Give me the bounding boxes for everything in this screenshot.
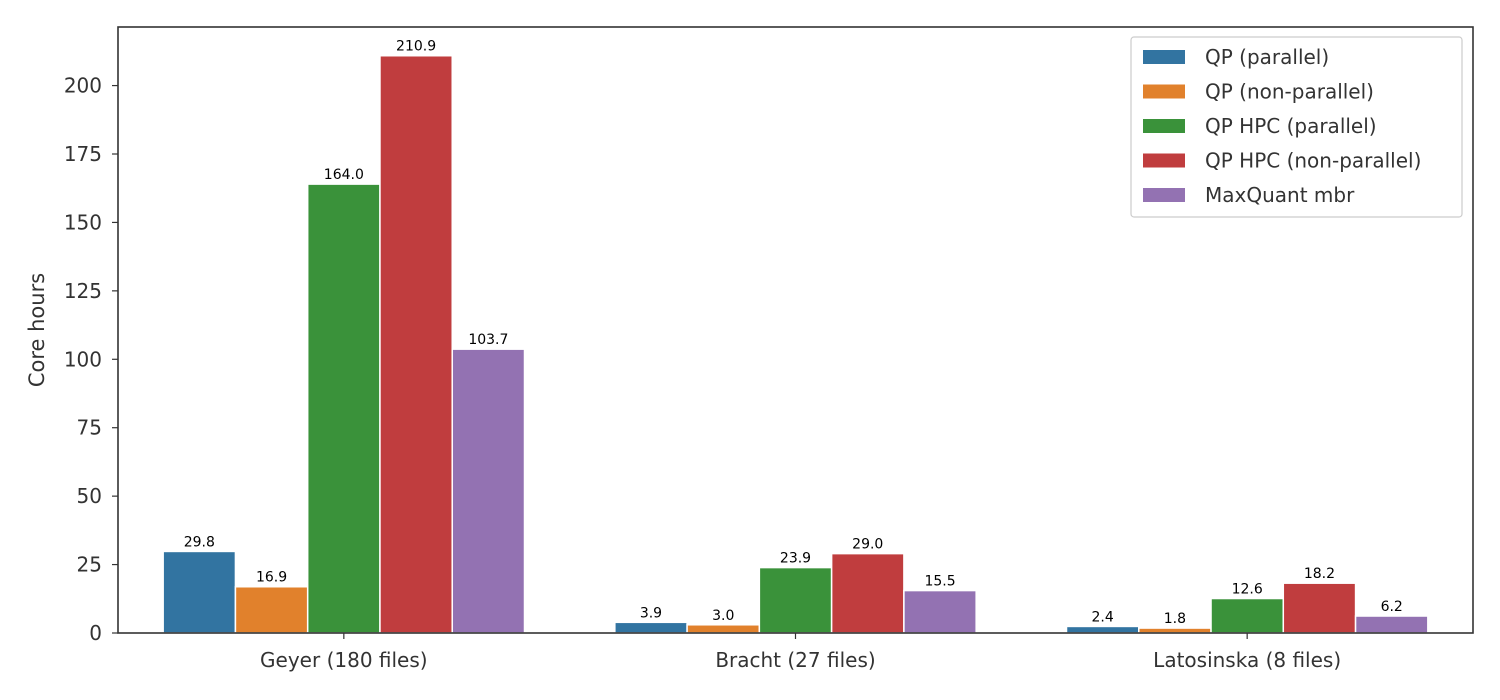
data-label: 6.2	[1381, 599, 1403, 615]
x-tick-label: Latosinska (8 files)	[1153, 648, 1341, 672]
data-label: 23.9	[780, 551, 811, 567]
legend-swatch	[1143, 153, 1185, 168]
data-label: 15.5	[924, 574, 955, 590]
bar	[234, 585, 309, 634]
y-axis: 0 25 50 75 100 125 150 175 200	[64, 74, 118, 645]
data-label: 1.8	[1164, 611, 1186, 627]
legend: QP (parallel) QP (non-parallel) QP HPC (pa…	[1130, 36, 1463, 218]
bar	[1065, 625, 1140, 634]
x-tick-label: Geyer (180 files)	[260, 648, 428, 672]
y-tick-label: 175	[64, 142, 102, 166]
bar	[162, 550, 237, 634]
bar	[614, 621, 688, 634]
bar	[1282, 582, 1357, 634]
data-label: 12.6	[1232, 582, 1263, 598]
legend-label: QP HPC (non-parallel)	[1205, 149, 1421, 173]
data-label: 29.0	[852, 537, 883, 553]
y-tick-label: 75	[77, 416, 102, 440]
legend-swatch	[1143, 188, 1185, 202]
legend-label: QP (non-parallel)	[1205, 80, 1374, 104]
data-label: 103.7	[468, 332, 508, 348]
y-tick-label: 25	[77, 553, 102, 577]
legend-frame	[1130, 36, 1463, 218]
bars-layer	[162, 54, 1429, 634]
data-label: 29.8	[184, 534, 215, 550]
bar	[686, 624, 761, 634]
bar	[903, 589, 977, 634]
bar	[451, 348, 526, 634]
x-tick-label: Bracht (27 files)	[715, 648, 875, 672]
bar	[758, 566, 833, 634]
x-axis: Geyer (180 files) Bracht (27 files) Latosi…	[260, 633, 1341, 672]
legend-label: QP (parallel)	[1205, 45, 1329, 69]
y-tick-label: 50	[77, 484, 102, 508]
y-tick-label: 200	[64, 74, 102, 98]
bar	[1354, 615, 1429, 634]
legend-swatch	[1143, 84, 1185, 99]
bar	[830, 552, 905, 634]
y-tick-label: 150	[64, 210, 102, 234]
y-axis-label: Core hours	[25, 273, 49, 387]
legend-swatch	[1143, 50, 1185, 64]
legend-swatch	[1143, 119, 1185, 133]
bar	[306, 183, 381, 634]
data-label: 2.4	[1092, 609, 1114, 625]
data-label: 210.9	[396, 39, 436, 55]
data-label: 164.0	[324, 167, 364, 183]
bar	[1210, 597, 1285, 634]
legend-label: QP HPC (parallel)	[1205, 114, 1377, 138]
data-label: 3.0	[712, 608, 734, 624]
data-label: 18.2	[1304, 566, 1335, 582]
bar	[379, 54, 453, 634]
legend-label: MaxQuant mbr	[1205, 183, 1355, 207]
y-tick-label: 100	[64, 347, 102, 371]
data-label: 16.9	[256, 570, 287, 586]
y-tick-label: 0	[89, 621, 102, 645]
data-label: 3.9	[640, 605, 662, 621]
data-labels-layer: 29.8 16.9 164.0 210.9 103.7 3.9 3.0 23.9 29.0 15.…	[184, 39, 1403, 627]
y-tick-label: 125	[64, 279, 102, 303]
